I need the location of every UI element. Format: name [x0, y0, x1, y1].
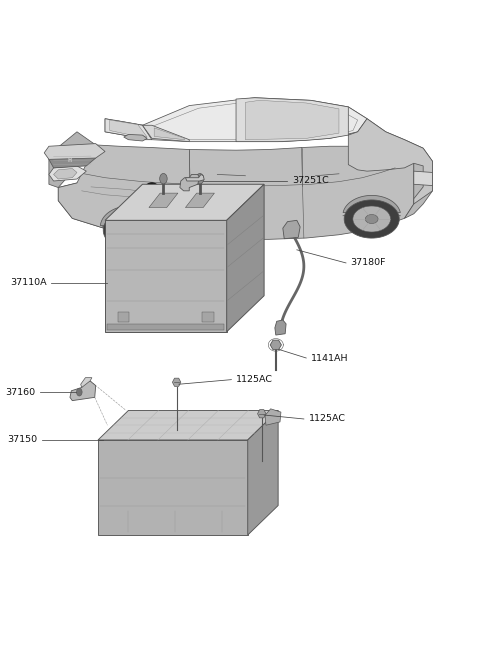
- Polygon shape: [248, 411, 278, 535]
- Polygon shape: [103, 211, 158, 250]
- Polygon shape: [124, 226, 137, 235]
- Polygon shape: [108, 324, 224, 330]
- Circle shape: [142, 183, 162, 212]
- Polygon shape: [98, 411, 278, 440]
- Polygon shape: [105, 184, 264, 220]
- Polygon shape: [172, 378, 181, 386]
- Polygon shape: [100, 206, 160, 227]
- Polygon shape: [44, 144, 105, 160]
- Polygon shape: [70, 381, 96, 401]
- Polygon shape: [49, 132, 96, 187]
- Text: 1125AC: 1125AC: [236, 375, 273, 384]
- Polygon shape: [124, 135, 147, 141]
- Polygon shape: [265, 409, 281, 425]
- Polygon shape: [98, 440, 248, 535]
- Polygon shape: [49, 152, 96, 168]
- Polygon shape: [236, 98, 348, 142]
- Polygon shape: [343, 195, 401, 215]
- Polygon shape: [185, 174, 204, 181]
- Polygon shape: [283, 220, 300, 238]
- Polygon shape: [414, 171, 432, 185]
- Polygon shape: [105, 98, 367, 142]
- Polygon shape: [180, 174, 200, 191]
- Polygon shape: [58, 183, 152, 233]
- Polygon shape: [49, 166, 86, 181]
- Polygon shape: [58, 145, 414, 239]
- Polygon shape: [149, 193, 178, 208]
- Polygon shape: [54, 169, 77, 179]
- Circle shape: [196, 173, 204, 184]
- Polygon shape: [118, 312, 130, 322]
- Polygon shape: [353, 206, 391, 232]
- Polygon shape: [110, 120, 147, 137]
- Text: 37110A: 37110A: [10, 278, 47, 287]
- Polygon shape: [275, 320, 286, 335]
- Polygon shape: [227, 184, 264, 332]
- Polygon shape: [270, 340, 281, 350]
- Polygon shape: [365, 215, 378, 223]
- Polygon shape: [185, 193, 215, 208]
- Text: 37180F: 37180F: [351, 258, 386, 267]
- Polygon shape: [112, 217, 150, 244]
- Polygon shape: [245, 101, 339, 140]
- Polygon shape: [344, 200, 399, 238]
- Polygon shape: [81, 378, 92, 388]
- Polygon shape: [348, 119, 432, 204]
- Circle shape: [160, 173, 167, 184]
- Text: 37160: 37160: [6, 388, 36, 397]
- Circle shape: [76, 388, 82, 396]
- Polygon shape: [105, 220, 227, 332]
- Polygon shape: [154, 128, 185, 140]
- Text: 37251C: 37251C: [292, 177, 329, 185]
- Polygon shape: [348, 107, 432, 218]
- Polygon shape: [258, 410, 266, 418]
- Text: 37150: 37150: [7, 436, 37, 444]
- Text: 1125AC: 1125AC: [309, 415, 346, 424]
- Text: 1141AH: 1141AH: [311, 353, 348, 363]
- Polygon shape: [105, 119, 152, 140]
- Text: H: H: [68, 158, 72, 162]
- Polygon shape: [203, 312, 214, 322]
- Polygon shape: [143, 125, 189, 142]
